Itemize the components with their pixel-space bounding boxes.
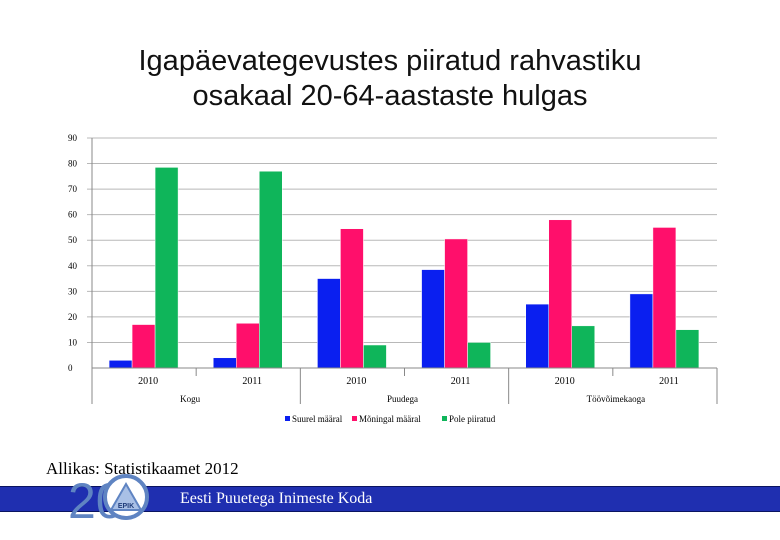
x-tick-label: 2010	[346, 376, 366, 387]
y-tick-label: 80	[68, 159, 78, 169]
legend-label: Suurel määral	[292, 414, 343, 424]
logo-abbr: EPIK	[118, 503, 134, 510]
x-tick-label: 2011	[659, 376, 679, 387]
bar	[131, 324, 156, 369]
legend: Suurel määral Mõningal määral Pole piiratu…	[285, 414, 496, 424]
y-tick-label: 10	[68, 337, 78, 347]
y-tick-label: 0	[68, 363, 73, 373]
bar	[213, 357, 237, 369]
bar	[421, 269, 445, 369]
y-tick-label: 60	[68, 210, 78, 220]
group-label: Kogu	[180, 394, 200, 404]
bar	[444, 238, 468, 369]
bar	[652, 227, 677, 369]
axes: 0 10 20 30 40 50 60 70 80 90 2010 2011 2010 2011 2010 2…	[68, 133, 718, 404]
legend-swatch	[442, 416, 447, 421]
bar	[675, 329, 700, 369]
bar	[340, 228, 364, 369]
y-tick-label: 90	[68, 133, 78, 143]
footer-text: Eesti Puuetega Inimeste Koda	[180, 490, 373, 507]
group-label: Töövõimekaoga	[587, 394, 645, 404]
group-label: Puudega	[387, 394, 418, 404]
x-tick-label: 2010	[138, 376, 158, 387]
x-tick-label: 2011	[451, 376, 471, 387]
x-tick-label: 2010	[555, 376, 575, 387]
legend-label: Mõningal määral	[359, 414, 421, 424]
y-tick-label: 20	[68, 312, 78, 322]
legend-swatch	[352, 416, 357, 421]
bar	[108, 360, 133, 369]
chart-title-line-2: osakaal 20-64-aastaste hulgas	[192, 80, 588, 112]
legend-swatch	[285, 416, 290, 421]
logo-mountain-shape	[109, 481, 143, 511]
epik-20-logo: 20 EPIK	[68, 473, 149, 526]
bar	[571, 325, 595, 369]
chart-title-line-1: Igapäevategevustes piiratud rahvastiku	[138, 45, 642, 77]
bar	[363, 344, 387, 369]
x-tick-label: 2011	[242, 376, 262, 387]
bar	[525, 303, 549, 369]
bar	[548, 219, 572, 369]
y-tick-label: 30	[68, 286, 78, 296]
y-tick-label: 70	[68, 184, 78, 194]
bars	[108, 167, 700, 369]
grid-lines	[87, 137, 717, 343]
chart-title: Igapäevategevustes piiratud rahvastiku o…	[60, 44, 720, 114]
bar	[629, 293, 654, 369]
bar	[236, 323, 260, 369]
y-tick-label: 50	[68, 235, 78, 245]
source-note: Allikas: Statistikaamet 2012	[46, 459, 239, 478]
bar	[259, 170, 283, 369]
legend-label: Pole piiratud	[449, 414, 496, 424]
bar-chart: 0 10 20 30 40 50 60 70 80 90 2010 2011 2010 2011 2010 2…	[68, 133, 718, 424]
bar	[317, 278, 341, 369]
bar	[467, 342, 491, 369]
bar	[154, 167, 179, 369]
y-tick-label: 40	[68, 261, 78, 271]
